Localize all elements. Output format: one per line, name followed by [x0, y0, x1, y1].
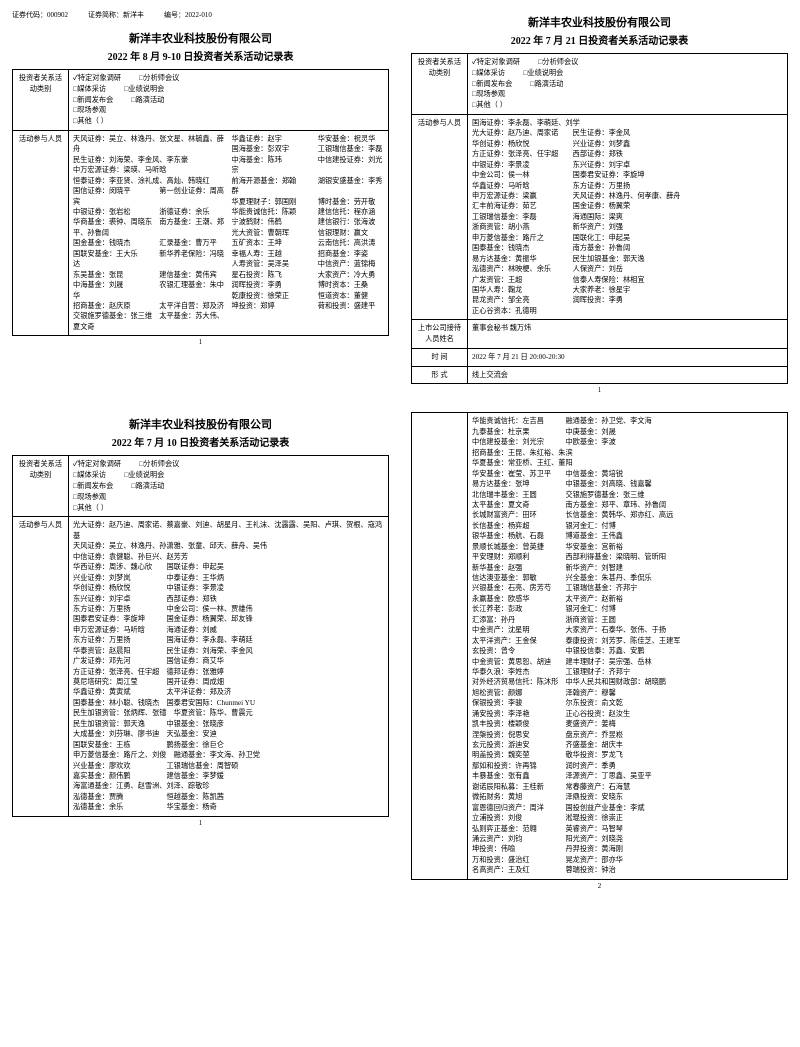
- page-number: 2: [411, 882, 788, 890]
- doc-subtitle: 2022 年 8 月 9-10 日投资者关系活动记录表: [12, 48, 389, 63]
- host-cell: 董事会秘书 魏万炜: [468, 320, 788, 349]
- company-title: 新洋丰农业科技股份有限公司: [411, 14, 788, 30]
- record-table: 投资者关系活动类别 ✓特定对象调研□分析师会议 □媒体采访□业绩说明会 □新闻发…: [12, 69, 389, 336]
- participants-cell: 光大证券：赵乃迪、周家诺、蔡嘉豪、刘迪、胡星月、王礼沫、沈露露、吴阳、卢琪、贺根…: [69, 517, 389, 816]
- participants-label: 活动参与人员: [13, 130, 69, 335]
- activity-type-label: 投资者关系活动类别: [13, 70, 69, 131]
- time-label: 时 间: [412, 348, 468, 366]
- doc-subtitle: 2022 年 7 月 10 日投资者关系活动记录表: [12, 434, 389, 449]
- time-cell: 2022 年 7 月 21 日 20:00-20:30: [468, 348, 788, 366]
- record-table: 投资者关系活动类别 ✓特定对象调研□分析师会议 □媒体采访□业绩说明会 □新闻发…: [12, 455, 389, 816]
- form-label: 形 式: [412, 366, 468, 384]
- record-table: 华能贵诚信托：左吉昌 融通基金：孙卫党、李文海九泰基金：杜京果 中庚基金：刘晟中…: [411, 412, 788, 879]
- host-label: 上市公司接待人员姓名: [412, 320, 468, 349]
- participants-cell: 天风证券：吴立、林逸丹、张文星、林毓鑫、薛舟民生证券：刘海荣、李金风、李东豪中万…: [69, 130, 389, 335]
- participants-label: 活动参与人员: [412, 114, 468, 319]
- doc-subtitle: 2022 年 7 月 21 日投资者关系活动记录表: [411, 32, 788, 47]
- meta-line: 证券代码：000902 证券简称：新洋丰 编号：2022-010: [12, 10, 389, 20]
- activity-options: ✓特定对象调研□分析师会议 □媒体采访□业绩说明会 □新闻发布会□路演活动 □现…: [69, 456, 389, 517]
- page-number: 1: [12, 819, 389, 827]
- form-cell: 线上交流会: [468, 366, 788, 384]
- participants-cell: 国海证券：李永磊、李萌廷、刘学光大证券：赵乃迪、周家诺 民生证券：李金风华创证券…: [468, 114, 788, 319]
- company-title: 新洋丰农业科技股份有限公司: [12, 416, 389, 432]
- page-number: 1: [12, 338, 389, 346]
- activity-options: ✓特定对象调研□分析师会议 □媒体采访□业绩说明会 □新闻发布会□路演活动 □现…: [69, 70, 389, 131]
- doc-jul10: 新洋丰农业科技股份有限公司 2022 年 7 月 10 日投资者关系活动记录表 …: [4, 406, 397, 895]
- page-number: 1: [411, 386, 788, 394]
- participants-label-cont: [412, 413, 468, 879]
- activity-options: ✓特定对象调研□分析师会议 □媒体采访□业绩说明会 □新闻发布会□路演活动 □现…: [468, 54, 788, 115]
- participants-label: 活动参与人员: [13, 517, 69, 816]
- doc-continuation: 华能贵诚信托：左吉昌 融通基金：孙卫党、李文海九泰基金：杜京果 中庚基金：刘晟中…: [403, 406, 796, 895]
- activity-type-label: 投资者关系活动类别: [412, 54, 468, 115]
- company-title: 新洋丰农业科技股份有限公司: [12, 30, 389, 46]
- doc-aug: 证券代码：000902 证券简称：新洋丰 编号：2022-010 新洋丰农业科技…: [4, 4, 397, 400]
- doc-jul21: 新洋丰农业科技股份有限公司 2022 年 7 月 21 日投资者关系活动记录表 …: [403, 4, 796, 400]
- record-table: 投资者关系活动类别 ✓特定对象调研□分析师会议 □媒体采访□业绩说明会 □新闻发…: [411, 53, 788, 384]
- activity-type-label: 投资者关系活动类别: [13, 456, 69, 517]
- participants-cell: 华能贵诚信托：左吉昌 融通基金：孙卫党、李文海九泰基金：杜京果 中庚基金：刘晟中…: [468, 413, 788, 879]
